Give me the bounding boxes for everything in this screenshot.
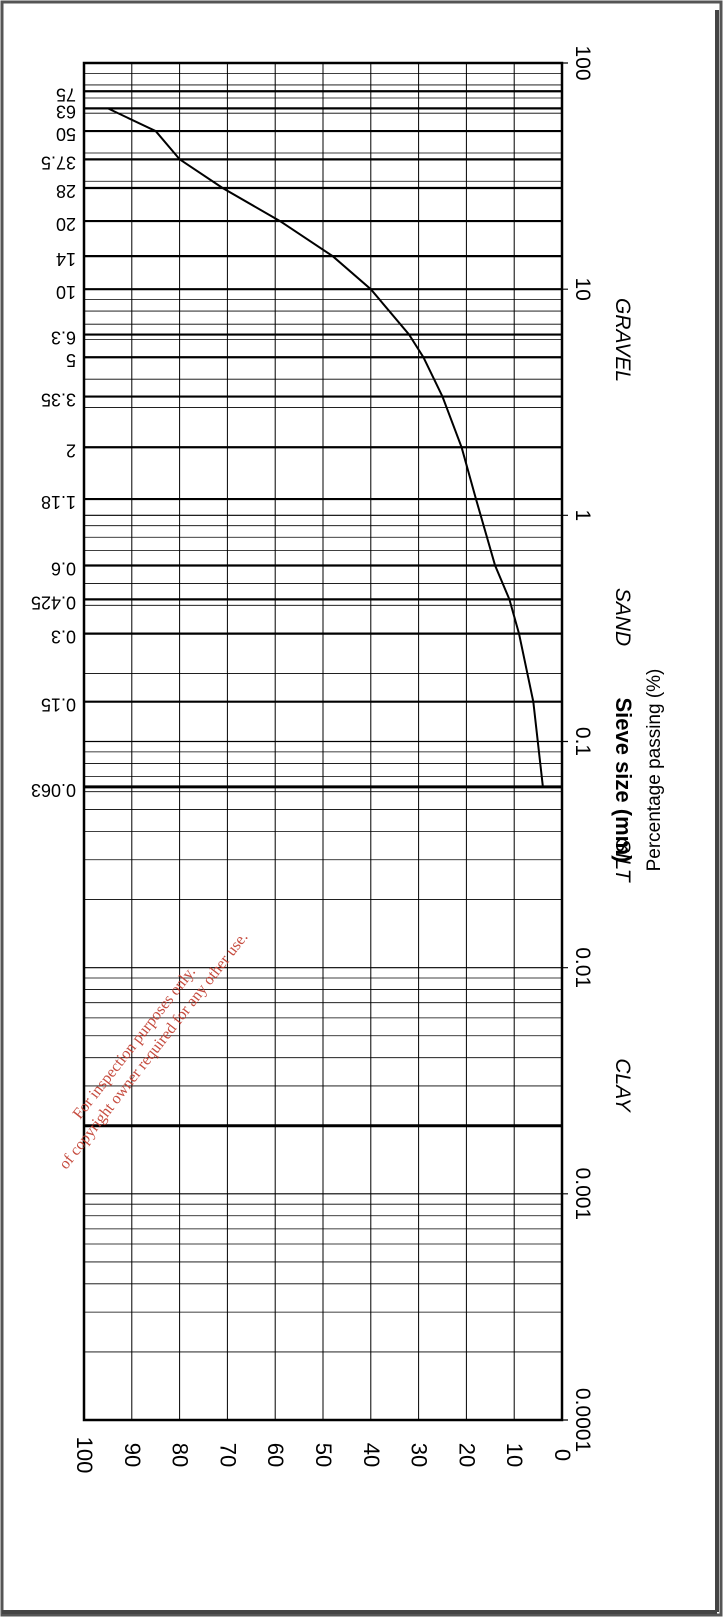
chart-grid: [83, 62, 568, 1421]
y-tick-label: 50: [311, 1443, 336, 1467]
sieve-size-label: 37.5: [41, 152, 76, 172]
grading-curve: [107, 107, 544, 788]
x-tick-label: 0.01: [571, 947, 594, 988]
x-tick-label: 100: [571, 45, 594, 80]
sieve-size-label: 6.3: [51, 328, 76, 348]
sieve-size-label: 5: [66, 350, 76, 370]
plot-frame: [82, 61, 564, 1422]
y-tick-label: 20: [454, 1443, 479, 1467]
y-tick-label: 10: [502, 1443, 527, 1467]
sieve-size-label: 0.15: [41, 695, 76, 715]
soil-class-sand: SAND: [611, 588, 634, 646]
y-tick-label: 90: [120, 1443, 145, 1467]
sieve-size-label: 63: [56, 101, 76, 121]
sieve-size-label: 3.35: [41, 390, 76, 410]
sieve-size-label: 2: [66, 440, 76, 460]
sieve-size-label: 28: [56, 181, 76, 201]
grading-curve-line: [107, 107, 544, 788]
sieve-size-label: 14: [56, 249, 76, 269]
x-tick-label: 1: [571, 509, 594, 521]
y-axis-title: Percentage passing (%): [644, 669, 665, 872]
y-tick-label: 100: [72, 1437, 97, 1474]
axis-labels: 0 10 20 30 40 50 60 70 80 90 100 0.0001 0.001 0.01 0.1…: [72, 45, 594, 1473]
x-tick-label: 0.001: [571, 1168, 594, 1221]
sieve-size-label: 0.3: [51, 627, 76, 647]
x-tick-label: 0.0001: [571, 1388, 594, 1452]
y-tick-label: 0: [550, 1449, 575, 1461]
x-axis-title: Sieve size (mm): [611, 697, 636, 862]
soil-class-gravel: GRAVEL: [611, 298, 634, 382]
sieve-size-label: 0.063: [31, 780, 76, 800]
y-tick-label: 40: [359, 1443, 384, 1467]
sieve-size-label: 0.425: [31, 592, 76, 612]
sieve-size-label: 0.6: [51, 559, 76, 579]
y-tick-label: 70: [215, 1443, 240, 1467]
sieve-lines: 0.063 0.15 0.3 0.425 0.6 1.18 2 3.35 56.3 10 14 20 2…: [31, 84, 562, 800]
x-tick-label: 0.1: [571, 727, 594, 756]
sieve-size-label: 1.18: [41, 492, 76, 512]
soil-class-silt: SILT: [611, 839, 634, 884]
sieve-size-label: 75: [56, 84, 76, 104]
sieve-size-label: 50: [56, 124, 76, 144]
watermark-line-2: of copyright owner required for any othe…: [56, 929, 252, 1173]
sieve-size-label: 10: [56, 282, 76, 302]
x-tick-label: 10: [571, 277, 594, 300]
sieve-size-label: 20: [56, 214, 76, 234]
soil-class-clay: CLAY: [611, 1058, 634, 1113]
y-tick-label: 60: [263, 1443, 288, 1467]
plot-border: [82, 61, 564, 1422]
y-tick-label: 80: [168, 1443, 193, 1467]
y-tick-label: 30: [407, 1443, 432, 1467]
